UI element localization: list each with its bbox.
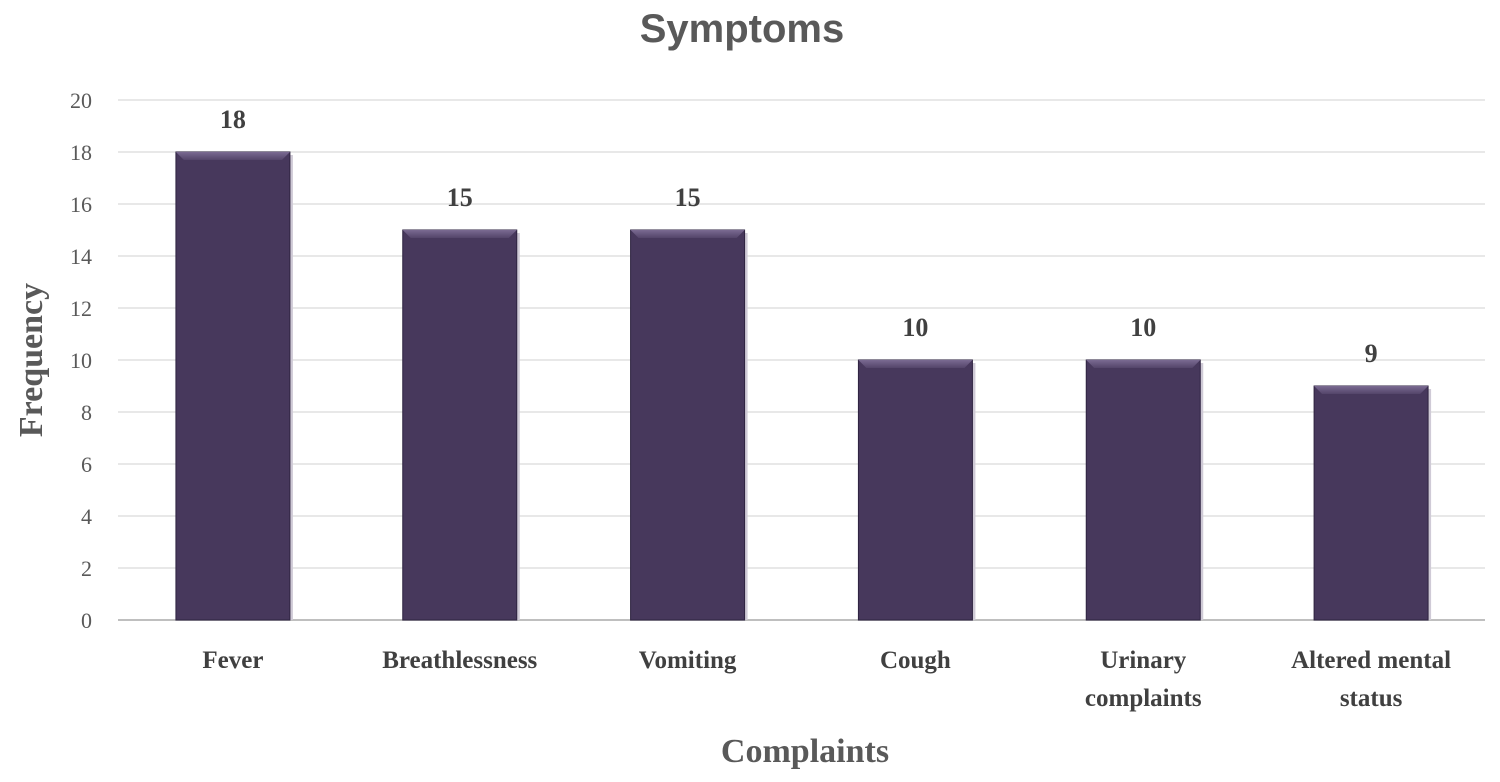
y-tick-label: 16 xyxy=(70,192,92,217)
bar-bevel xyxy=(630,230,745,238)
y-tick-label: 12 xyxy=(70,296,92,321)
data-label: 18 xyxy=(220,105,246,134)
data-label: 15 xyxy=(675,183,701,212)
x-tick-label: Fever xyxy=(202,647,263,674)
x-axis-title: Complaints xyxy=(721,733,889,770)
chart-title: Symptoms xyxy=(640,7,845,51)
bar-bevel xyxy=(858,360,973,368)
y-tick-label: 6 xyxy=(81,452,92,477)
data-label: 15 xyxy=(447,183,473,212)
bar-bevel xyxy=(402,230,517,238)
y-tick-label: 8 xyxy=(81,400,92,425)
bar xyxy=(175,151,291,621)
y-tick-label: 18 xyxy=(70,140,92,165)
bar xyxy=(1313,385,1429,621)
data-label: 10 xyxy=(902,313,928,342)
y-tick-label: 2 xyxy=(81,556,92,581)
y-tick-label: 0 xyxy=(81,608,92,633)
x-tick-label: Cough xyxy=(880,647,951,674)
x-tick-label: Breathlessness xyxy=(382,647,537,674)
x-tick-label: complaints xyxy=(1085,685,1202,712)
bar xyxy=(1085,359,1201,621)
x-tick-label: Urinary xyxy=(1100,647,1187,674)
data-label: 10 xyxy=(1130,313,1156,342)
y-tick-label: 4 xyxy=(81,504,92,529)
bar xyxy=(402,229,518,621)
x-tick-label: Altered mental xyxy=(1291,647,1451,674)
y-tick-label: 20 xyxy=(70,88,92,113)
bar-bevel xyxy=(1314,386,1429,394)
x-tick-label: status xyxy=(1340,685,1403,712)
y-tick-label: 10 xyxy=(70,348,92,373)
y-axis-title: Frequency xyxy=(13,283,50,437)
x-tick-label: Vomiting xyxy=(639,647,737,674)
bar xyxy=(857,359,973,621)
bar xyxy=(630,229,746,621)
bar-bevel xyxy=(175,152,290,160)
y-tick-label: 14 xyxy=(70,244,92,269)
bar-bevel xyxy=(1086,360,1201,368)
data-label: 9 xyxy=(1365,339,1378,368)
